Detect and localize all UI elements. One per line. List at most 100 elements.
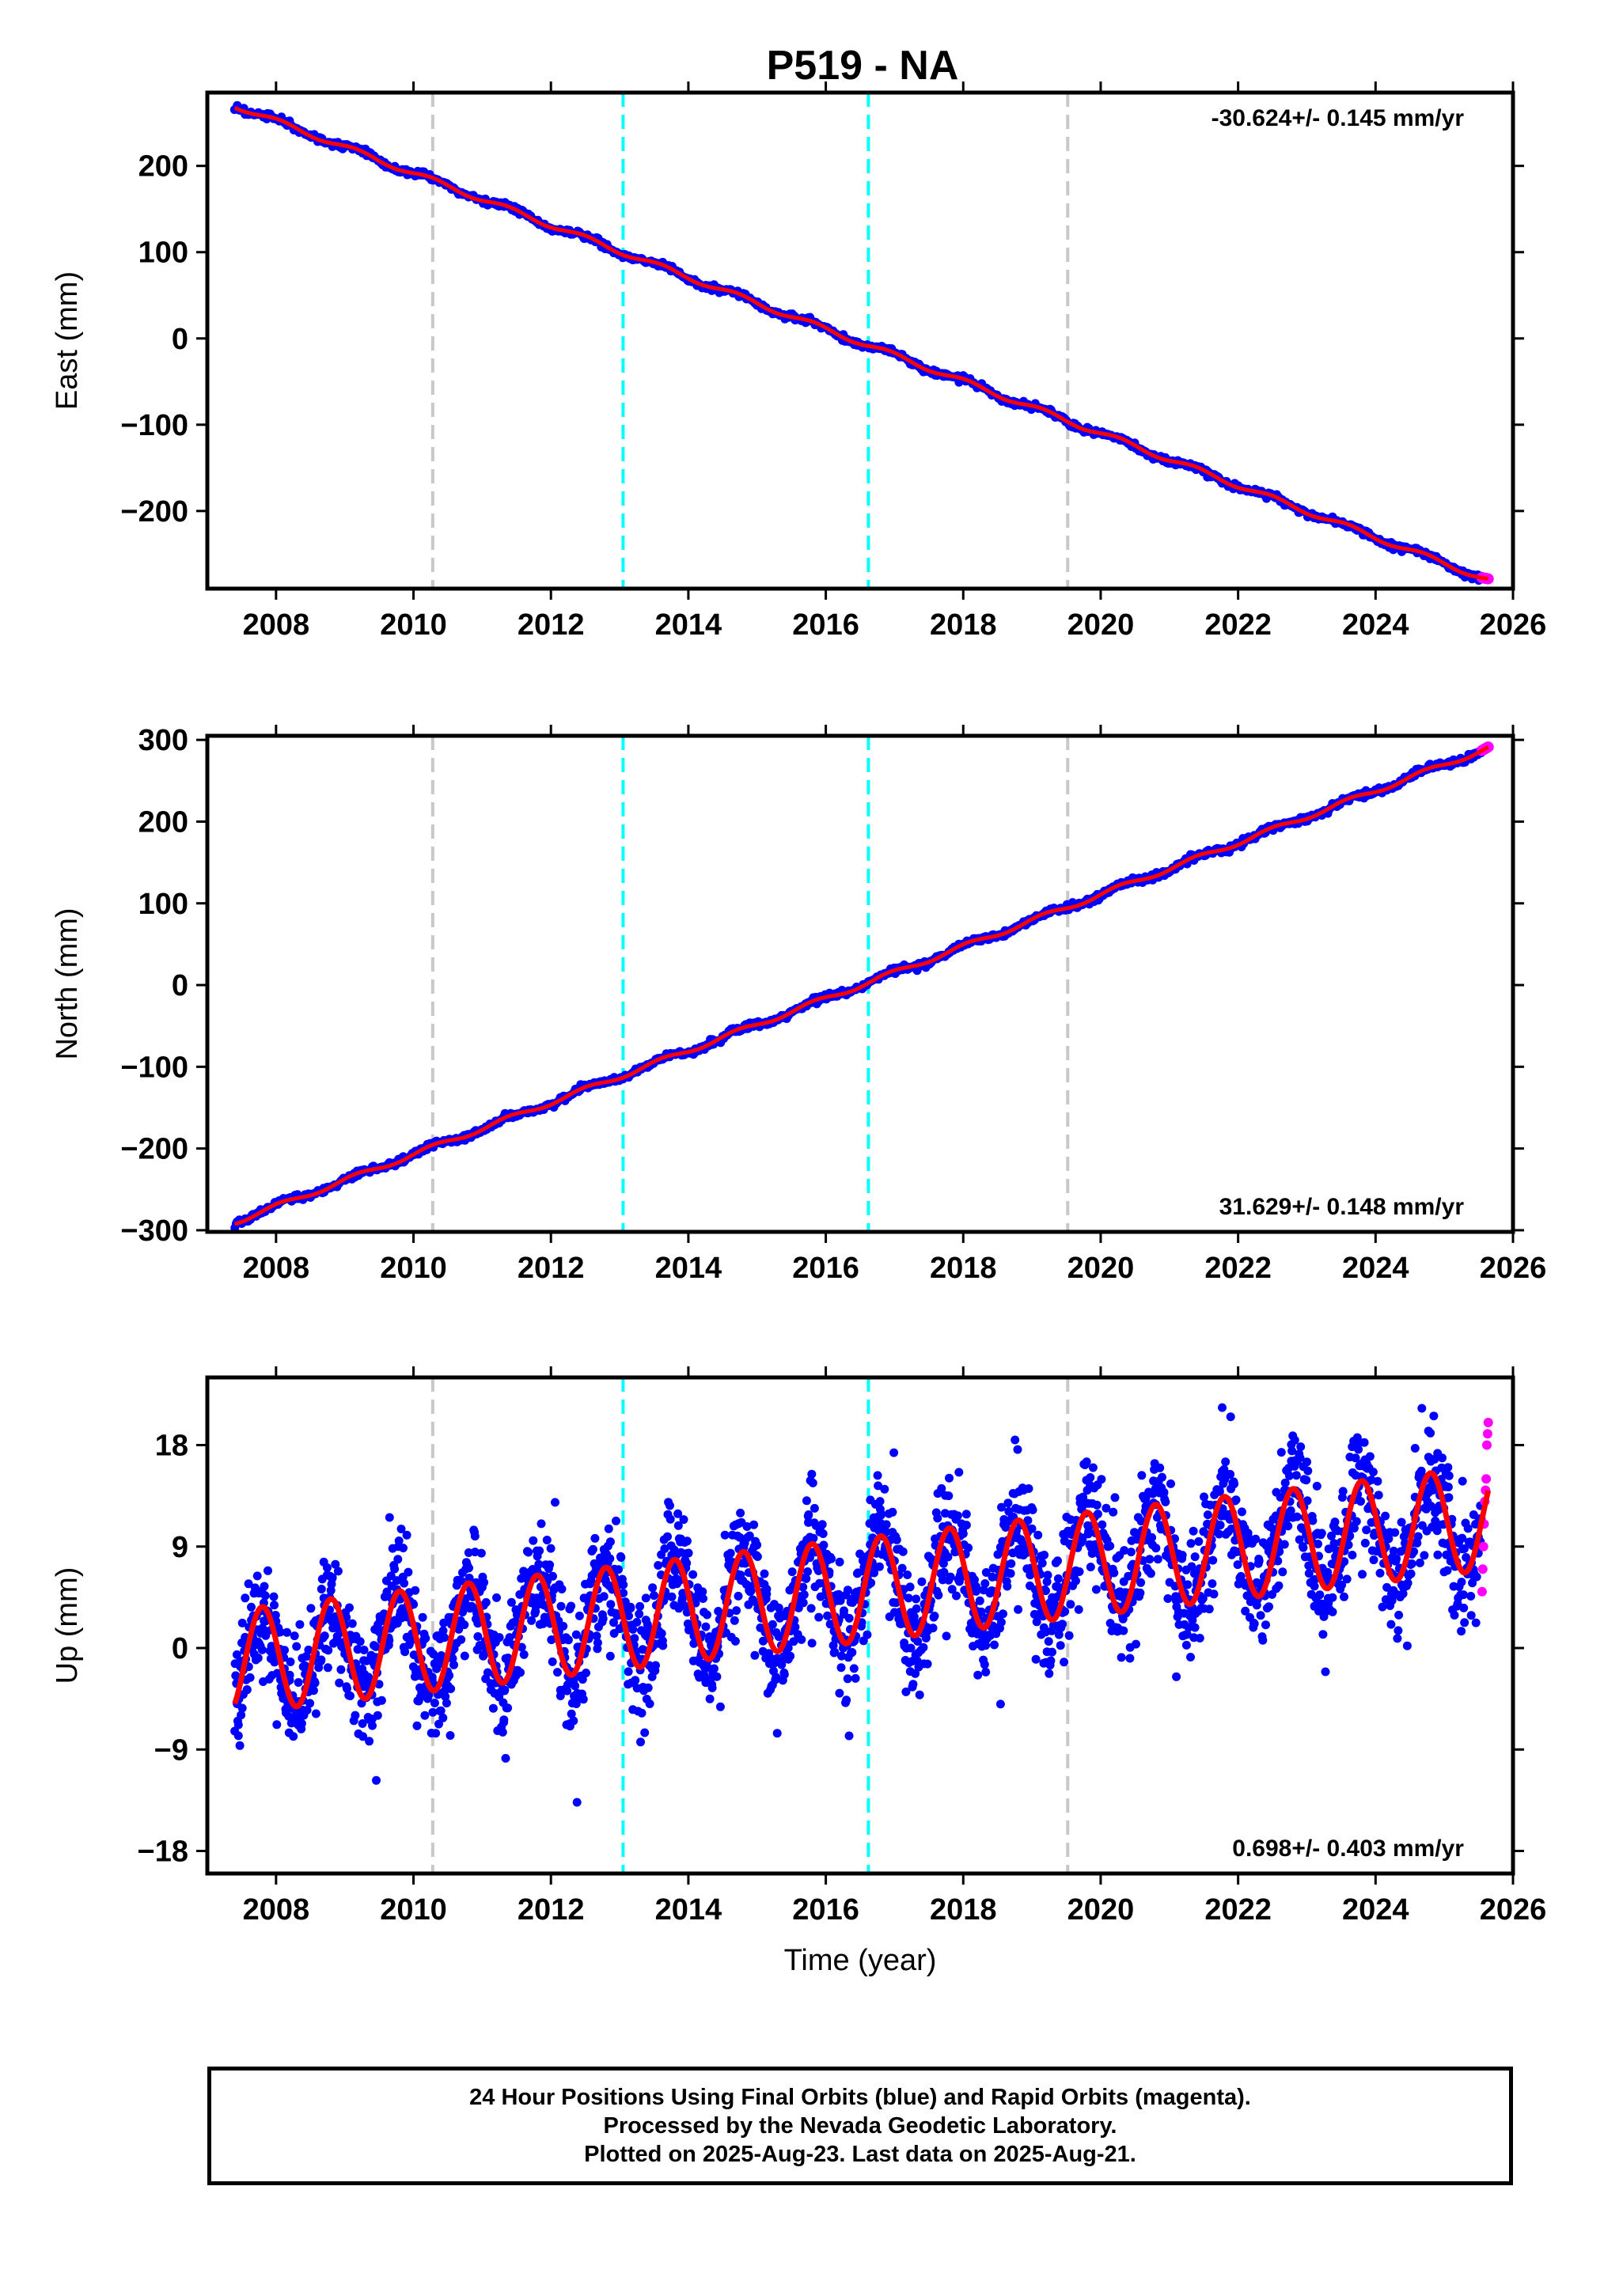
final-orbit-point	[995, 1699, 1005, 1709]
final-orbit-point	[730, 1636, 740, 1646]
final-orbit-point	[842, 1695, 851, 1705]
chart-panel-2: 2008 2010 2012 2014 2016 2018 2020 2022 2024 2026…	[51, 724, 1546, 1285]
x-tick-label: 2024	[1342, 1252, 1409, 1285]
final-orbit-point	[917, 1577, 927, 1586]
final-orbit-point	[1450, 1611, 1459, 1620]
final-orbit-point	[559, 1621, 568, 1631]
final-orbit-point	[823, 1611, 832, 1620]
final-orbit-point	[537, 1519, 546, 1529]
x-tick-label: 2026	[1480, 1252, 1547, 1285]
final-orbit-point	[624, 1667, 633, 1677]
final-orbit-point	[488, 1703, 498, 1713]
final-orbit-point	[503, 1703, 513, 1713]
final-orbit-point	[1443, 1566, 1452, 1575]
final-orbit-point	[1338, 1487, 1348, 1496]
x-tick-label: 2022	[1204, 1893, 1272, 1927]
final-orbit-point	[563, 1635, 573, 1645]
final-orbit-point	[569, 1716, 578, 1726]
final-orbit-point	[588, 1544, 597, 1554]
y-tick-label: −18	[138, 1836, 188, 1869]
final-orbit-point	[1226, 1469, 1235, 1479]
final-orbit-point	[643, 1683, 653, 1692]
final-orbit-point	[460, 1620, 469, 1630]
x-tick-label: 2016	[792, 1252, 859, 1285]
plot-area	[230, 1403, 1493, 1807]
final-orbit-point	[317, 1655, 326, 1665]
final-orbit-point	[567, 1709, 576, 1718]
x-tick-label: 2012	[518, 1252, 585, 1285]
final-orbit-point	[835, 1688, 844, 1698]
final-orbit-point	[1471, 1618, 1481, 1627]
final-orbit-point	[572, 1798, 582, 1807]
final-orbit-point	[1058, 1620, 1067, 1629]
final-orbit-point	[393, 1555, 403, 1564]
final-orbit-point	[851, 1673, 860, 1683]
final-orbit-point	[641, 1593, 650, 1603]
final-orbit-point	[749, 1520, 759, 1529]
final-orbit-point	[1006, 1569, 1015, 1578]
final-orbit-point	[1368, 1468, 1378, 1476]
rapid-orbit-point	[1477, 1564, 1488, 1574]
final-orbit-point	[582, 1669, 590, 1677]
final-orbit-point	[399, 1544, 408, 1553]
final-orbit-point	[1291, 1471, 1301, 1480]
final-orbit-point	[1194, 1536, 1204, 1546]
final-orbit-point	[1082, 1457, 1091, 1467]
final-orbit-point	[546, 1544, 556, 1553]
final-orbit-point	[1033, 1530, 1043, 1540]
final-orbit-point	[317, 1585, 326, 1593]
final-orbit-point	[873, 1471, 882, 1480]
final-orbit-point	[257, 1645, 267, 1654]
final-orbit-point	[1348, 1551, 1357, 1559]
final-orbit-point	[1007, 1559, 1016, 1568]
final-orbit-point	[364, 1673, 374, 1682]
final-orbit-point	[889, 1448, 899, 1457]
final-orbit-point	[1317, 1529, 1326, 1538]
y-axis-label: East (mm)	[51, 271, 84, 410]
final-orbit-point	[245, 1673, 255, 1682]
final-orbit-point	[233, 1731, 243, 1741]
final-orbit-point	[961, 1521, 971, 1530]
final-orbit-point	[1466, 1611, 1476, 1620]
rapid-orbit-point	[1482, 1440, 1492, 1450]
final-orbit-point	[1181, 1640, 1191, 1650]
final-orbit-point	[1097, 1475, 1106, 1484]
final-orbit-point	[1056, 1641, 1065, 1650]
final-orbit-point	[1265, 1602, 1273, 1612]
final-orbit-point	[578, 1695, 588, 1704]
final-orbit-point	[810, 1503, 819, 1513]
final-orbit-point	[1163, 1594, 1173, 1603]
final-orbit-point	[436, 1706, 446, 1715]
y-tick-label: 18	[155, 1430, 188, 1463]
final-orbit-point	[269, 1592, 279, 1601]
final-orbit-point	[446, 1684, 456, 1693]
final-orbit-point	[260, 1582, 269, 1591]
final-orbit-point	[306, 1604, 316, 1613]
final-orbit-point	[331, 1559, 340, 1569]
final-orbit-point	[1092, 1500, 1102, 1510]
final-orbit-point	[665, 1514, 675, 1524]
final-orbit-point	[1302, 1476, 1311, 1485]
x-tick-label: 2014	[655, 608, 722, 642]
final-orbit-point	[840, 1606, 848, 1616]
final-orbit-point	[1426, 1428, 1435, 1438]
final-orbit-point	[1374, 1491, 1383, 1500]
final-orbit-point	[280, 1646, 289, 1655]
final-orbit-point	[975, 1596, 984, 1605]
final-orbit-point	[1013, 1445, 1022, 1454]
final-orbit-point	[605, 1554, 615, 1563]
final-orbit-point	[658, 1641, 668, 1650]
final-orbit-point	[1161, 1497, 1170, 1506]
final-orbit-point	[1053, 1556, 1062, 1566]
final-orbit-point	[614, 1565, 623, 1574]
final-orbit-point	[1407, 1559, 1416, 1568]
x-tick-label: 2014	[655, 1252, 722, 1285]
final-orbit-point	[481, 1597, 491, 1607]
final-orbit-point	[516, 1668, 525, 1677]
final-orbit-point	[495, 1633, 504, 1642]
final-orbit-point	[1303, 1457, 1311, 1467]
final-orbit-point	[981, 1667, 991, 1677]
final-orbit-point	[441, 1692, 450, 1701]
final-orbit-point	[1190, 1623, 1200, 1632]
final-orbit-point	[1071, 1576, 1080, 1586]
